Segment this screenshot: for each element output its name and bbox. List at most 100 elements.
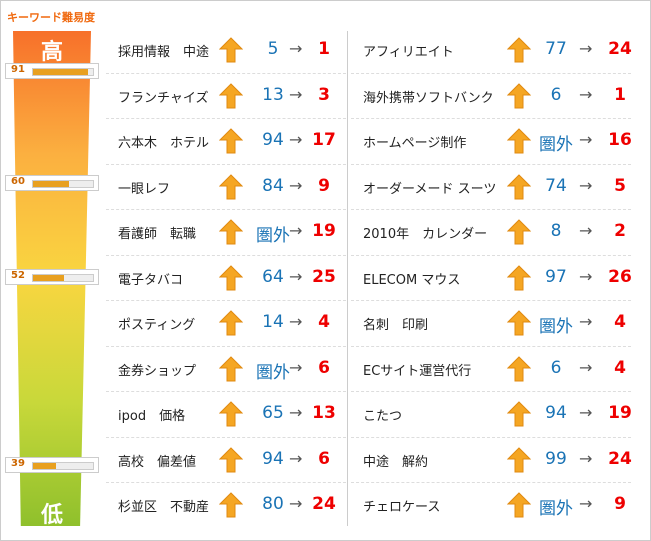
rank-before: 5: [267, 39, 279, 59]
rank-before: 84: [262, 175, 284, 196]
rank-before: 13: [262, 84, 284, 105]
arrow: →: [579, 357, 593, 377]
arrow: →: [579, 39, 593, 58]
difficulty-value: 91: [11, 64, 25, 75]
difficulty-marker: 60: [5, 175, 99, 191]
keyword: 採用情報 中途: [118, 45, 210, 60]
difficulty-value: 39: [11, 458, 25, 469]
rank-before: 94: [545, 403, 567, 423]
keyword: ipod 価格: [118, 409, 186, 424]
difficulty-fill: [33, 463, 57, 469]
rank-after: 24: [312, 494, 336, 514]
up-icon: [219, 355, 243, 381]
difficulty-fill: [33, 275, 65, 281]
keyword: ポスティング: [118, 318, 196, 333]
difficulty-track: [32, 68, 94, 76]
up-icon: [507, 173, 531, 199]
up-icon: [219, 310, 243, 336]
rank-after: 13: [312, 403, 336, 423]
up-icon: [507, 264, 531, 290]
row-separator: [351, 118, 631, 119]
keyword: オーダーメード スーツ: [363, 181, 497, 197]
up-icon: [507, 492, 531, 518]
up-icon: [507, 355, 531, 381]
row-separator: [106, 300, 346, 301]
rank-before: 圏外: [539, 499, 573, 519]
keyword: 六本木 ホテル: [118, 136, 210, 151]
keyword: 一眼レフ: [118, 181, 171, 197]
rank-before: 94: [262, 130, 284, 150]
difficulty-value: 60: [11, 176, 25, 187]
arrow: →: [289, 84, 303, 104]
arrow: →: [579, 403, 593, 422]
rank-after: 4: [614, 357, 626, 378]
rank-after: 2: [614, 221, 626, 241]
rank-after: 19: [312, 221, 336, 241]
row-separator: [106, 118, 346, 119]
difficulty-marker: 52: [5, 269, 99, 285]
rank-before: 圏外: [256, 362, 290, 383]
up-icon: [219, 401, 243, 427]
difficulty-track: [32, 274, 94, 282]
arrow: →: [289, 221, 303, 240]
rank-before: 77: [545, 39, 567, 59]
arrow: →: [289, 130, 303, 149]
difficulty-marker: 91: [5, 63, 99, 79]
row-separator: [351, 72, 631, 74]
keyword: 2010年 カレンダー: [363, 227, 488, 242]
keyword: ECサイト運営代行: [363, 363, 472, 379]
rank-after: 26: [608, 266, 632, 287]
row-separator: [351, 300, 631, 301]
up-icon: [507, 219, 531, 245]
high-label: 高: [40, 40, 63, 65]
up-icon: [219, 128, 243, 154]
keyword: 海外携帯ソフトバンク: [363, 90, 494, 106]
rank-before: 74: [545, 175, 567, 196]
up-icon: [219, 264, 243, 290]
row-separator: [106, 436, 346, 438]
row-separator: [106, 72, 346, 74]
arrow: →: [579, 448, 593, 468]
rank-after: 1: [318, 39, 330, 59]
row-separator: [351, 436, 631, 438]
arrow: →: [579, 221, 593, 240]
rank-after: 24: [608, 39, 632, 59]
rank-after: 9: [318, 175, 330, 196]
rank-after: 1: [614, 84, 626, 105]
low-label: 低: [40, 503, 63, 528]
row-separator: [106, 482, 346, 483]
up-icon: [507, 82, 531, 108]
keyword: こたつ: [363, 409, 403, 424]
arrow: →: [579, 266, 593, 286]
rank-before: 6: [550, 84, 562, 105]
rank-after: 3: [318, 84, 330, 105]
difficulty-marker: 39: [5, 457, 99, 473]
rank-after: 19: [608, 403, 632, 423]
keyword: 中途 解約: [363, 454, 429, 470]
rank-after: 6: [318, 448, 330, 469]
row-separator: [106, 209, 346, 210]
arrow: →: [289, 39, 303, 58]
rank-after: 9: [614, 494, 626, 514]
row-separator: [351, 163, 631, 165]
up-icon: [219, 37, 243, 63]
row-separator: [106, 345, 346, 347]
rank-before: 99: [545, 448, 567, 469]
keyword: 名刺 印刷: [363, 318, 429, 333]
up-icon: [507, 446, 531, 472]
rank-before: 97: [545, 266, 567, 287]
row-separator: [106, 391, 346, 392]
up-icon: [219, 173, 243, 199]
keyword: ホームページ制作: [363, 136, 467, 151]
row-separator: [351, 391, 631, 392]
arrow: →: [579, 130, 593, 149]
difficulty-fill: [33, 181, 69, 187]
arrow: →: [579, 175, 593, 195]
rank-before: 94: [262, 448, 284, 469]
rank-after: 17: [312, 130, 336, 150]
difficulty-fill: [33, 69, 88, 75]
rank-before: 65: [262, 403, 284, 423]
rank-before: 14: [262, 312, 284, 332]
difficulty-track: [32, 462, 94, 470]
